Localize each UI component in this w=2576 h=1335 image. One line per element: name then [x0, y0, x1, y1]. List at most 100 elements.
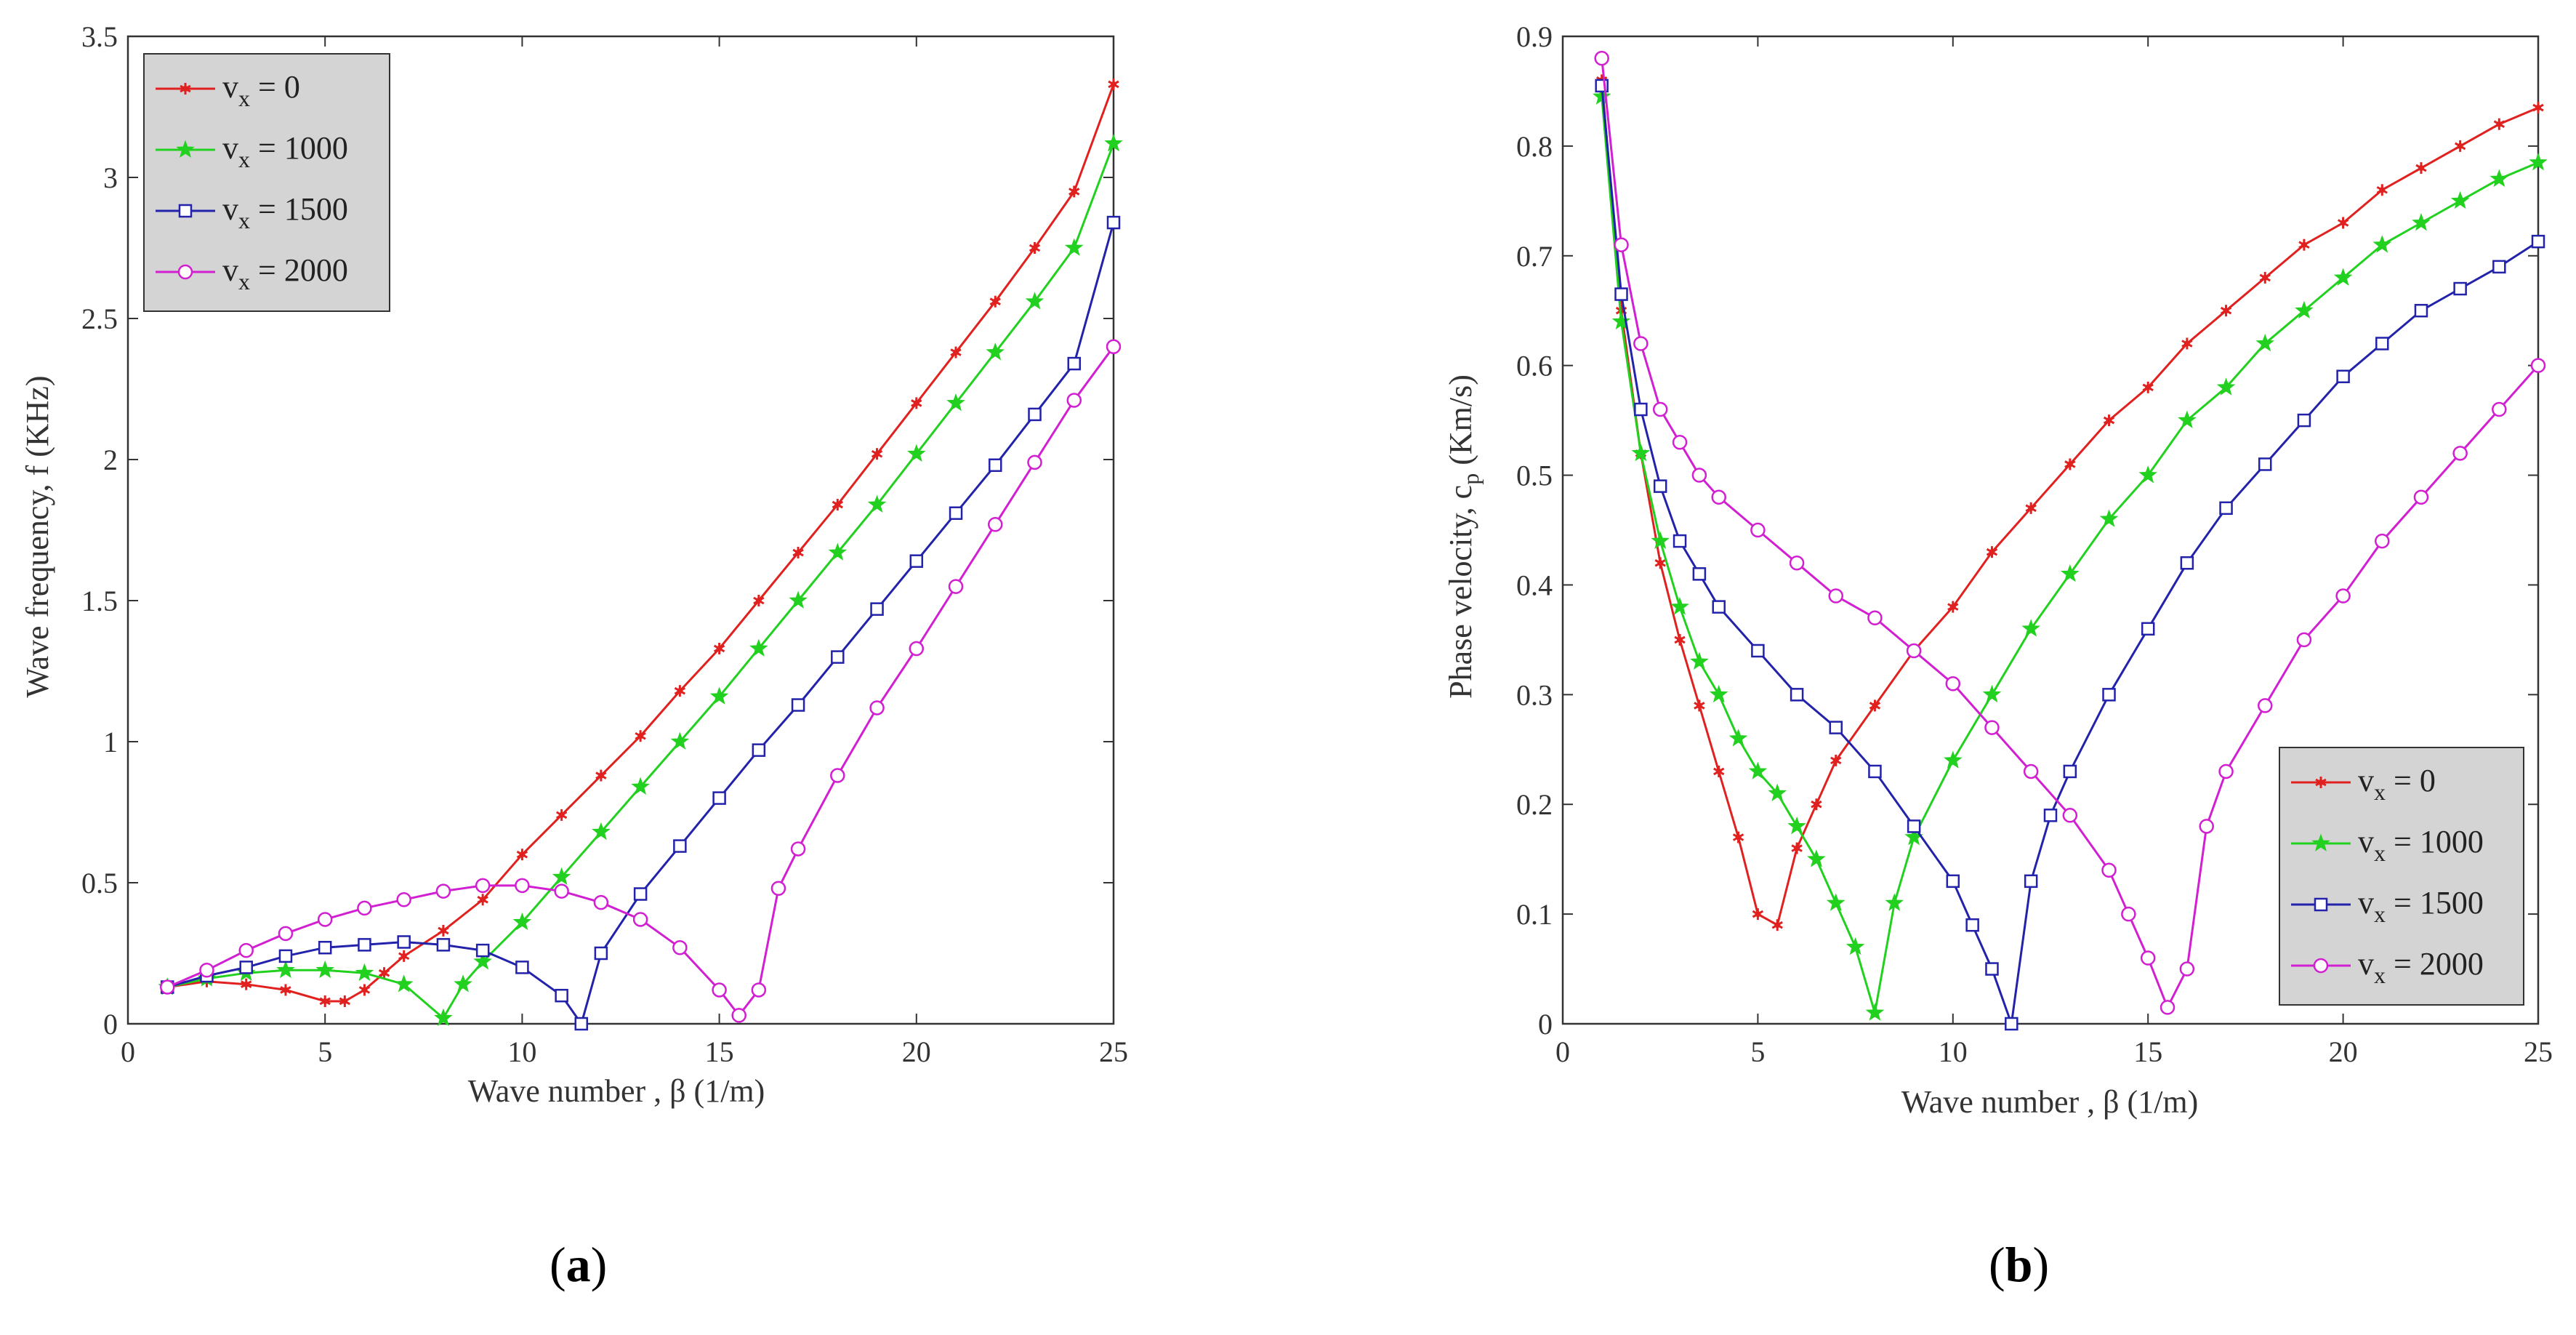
data-point: [1634, 402, 1648, 417]
legend-entry: vx = 0: [2291, 763, 2436, 805]
data-point: [2257, 698, 2273, 713]
data-point: [1068, 185, 1080, 198]
series-circle: [159, 339, 1122, 1023]
data-point: [1807, 849, 1826, 867]
data-point: [2337, 217, 2349, 229]
data-point: [355, 963, 374, 982]
data-point: [1867, 610, 1883, 625]
x-tick-label: 5: [318, 1035, 332, 1068]
x-axis-label: Wave number , β (1/m): [1901, 1084, 2199, 1120]
data-point: [712, 982, 727, 998]
data-point: [2219, 501, 2233, 516]
data-point: [1104, 133, 1123, 152]
data-point: [949, 506, 963, 520]
x-axis-label: Wave number , β (1/m): [468, 1073, 765, 1109]
data-point: [1029, 242, 1041, 254]
data-point: [2298, 238, 2310, 251]
data-point: [2412, 213, 2431, 231]
data-point: [753, 595, 765, 606]
data-point: [1673, 534, 1687, 548]
data-point: [2255, 334, 2275, 352]
data-point: [1750, 522, 1766, 538]
data-point: [2005, 1017, 2018, 1031]
data-point: [2450, 191, 2470, 209]
data-point: [2452, 446, 2468, 461]
y-tick-label: 3.5: [81, 20, 118, 53]
data-point: [396, 892, 411, 907]
data-point: [2141, 622, 2155, 636]
data-point: [278, 949, 293, 963]
data-point: [278, 926, 294, 942]
data-point: [434, 1008, 453, 1027]
plot-frame: [1561, 35, 2540, 1025]
data-point: [378, 967, 390, 979]
data-point: [1768, 783, 1787, 801]
legend-label: vx = 0: [2358, 763, 2436, 805]
caption-b: (b): [1989, 1237, 2050, 1292]
data-point: [2493, 118, 2505, 130]
data-point: [1633, 336, 1649, 351]
data-point: [673, 839, 687, 853]
data-point: [1865, 1003, 1885, 1021]
data-point: [2415, 162, 2427, 175]
data-point: [2160, 1000, 2175, 1015]
y-tick-label: 0.5: [81, 867, 118, 899]
data-point: [1652, 401, 1668, 417]
series-star: [1592, 87, 2548, 1021]
data-point: [199, 963, 214, 978]
data-point: [1789, 556, 1805, 571]
legend-entry: vx = 2000: [156, 252, 348, 294]
data-point: [789, 590, 808, 609]
data-point: [2121, 906, 2136, 922]
data-point: [2021, 619, 2040, 637]
data-point: [357, 900, 372, 916]
data-point: [2101, 862, 2117, 878]
data-point: [2024, 874, 2038, 889]
data-point: [988, 516, 1003, 532]
legend-label: vx = 0: [222, 69, 300, 111]
data-point: [1946, 874, 1960, 889]
y-tick-label: 0.1: [1516, 898, 1553, 931]
data-point: [709, 686, 729, 705]
data-point: [178, 204, 193, 218]
data-point: [2259, 271, 2271, 284]
data-point: [2314, 897, 2328, 912]
data-point: [398, 950, 410, 962]
y-axis-label: Wave frequency, f (KHz): [20, 375, 55, 697]
data-point: [2218, 763, 2234, 779]
data-point: [989, 458, 1002, 473]
data-point: [1732, 831, 1744, 843]
data-point: [2311, 833, 2330, 851]
data-point: [177, 264, 193, 280]
data-point: [1947, 601, 1959, 613]
data-point: [1982, 684, 2002, 703]
data-point: [239, 961, 253, 974]
data-point: [319, 995, 331, 1007]
data-point: [790, 841, 806, 857]
data-point: [238, 942, 254, 958]
data-point: [241, 978, 252, 990]
data-point: [477, 894, 488, 906]
data-point: [552, 867, 571, 886]
data-point: [475, 878, 491, 894]
data-point: [315, 960, 334, 979]
y-tick-label: 2.5: [81, 302, 118, 335]
data-point: [1984, 720, 2000, 735]
y-tick-label: 0.3: [1516, 678, 1553, 711]
data-point: [1771, 919, 1783, 931]
legend: vx = 0 vx = 1000 vx = 1500 vx = 2000: [2279, 747, 2524, 1006]
y-tick-label: 0.7: [1516, 240, 1553, 273]
data-point: [358, 938, 371, 952]
data-point: [2413, 489, 2429, 505]
data-point: [2490, 169, 2509, 188]
data-point: [2333, 268, 2353, 286]
data-point: [555, 988, 568, 1003]
x-tick-label: 20: [902, 1035, 931, 1068]
data-point: [555, 809, 568, 821]
data-point: [2138, 465, 2157, 484]
data-point: [1694, 699, 1705, 712]
data-point: [1752, 908, 1764, 921]
data-point: [2335, 588, 2351, 604]
data-point: [2372, 235, 2392, 253]
data-point: [989, 295, 1001, 308]
